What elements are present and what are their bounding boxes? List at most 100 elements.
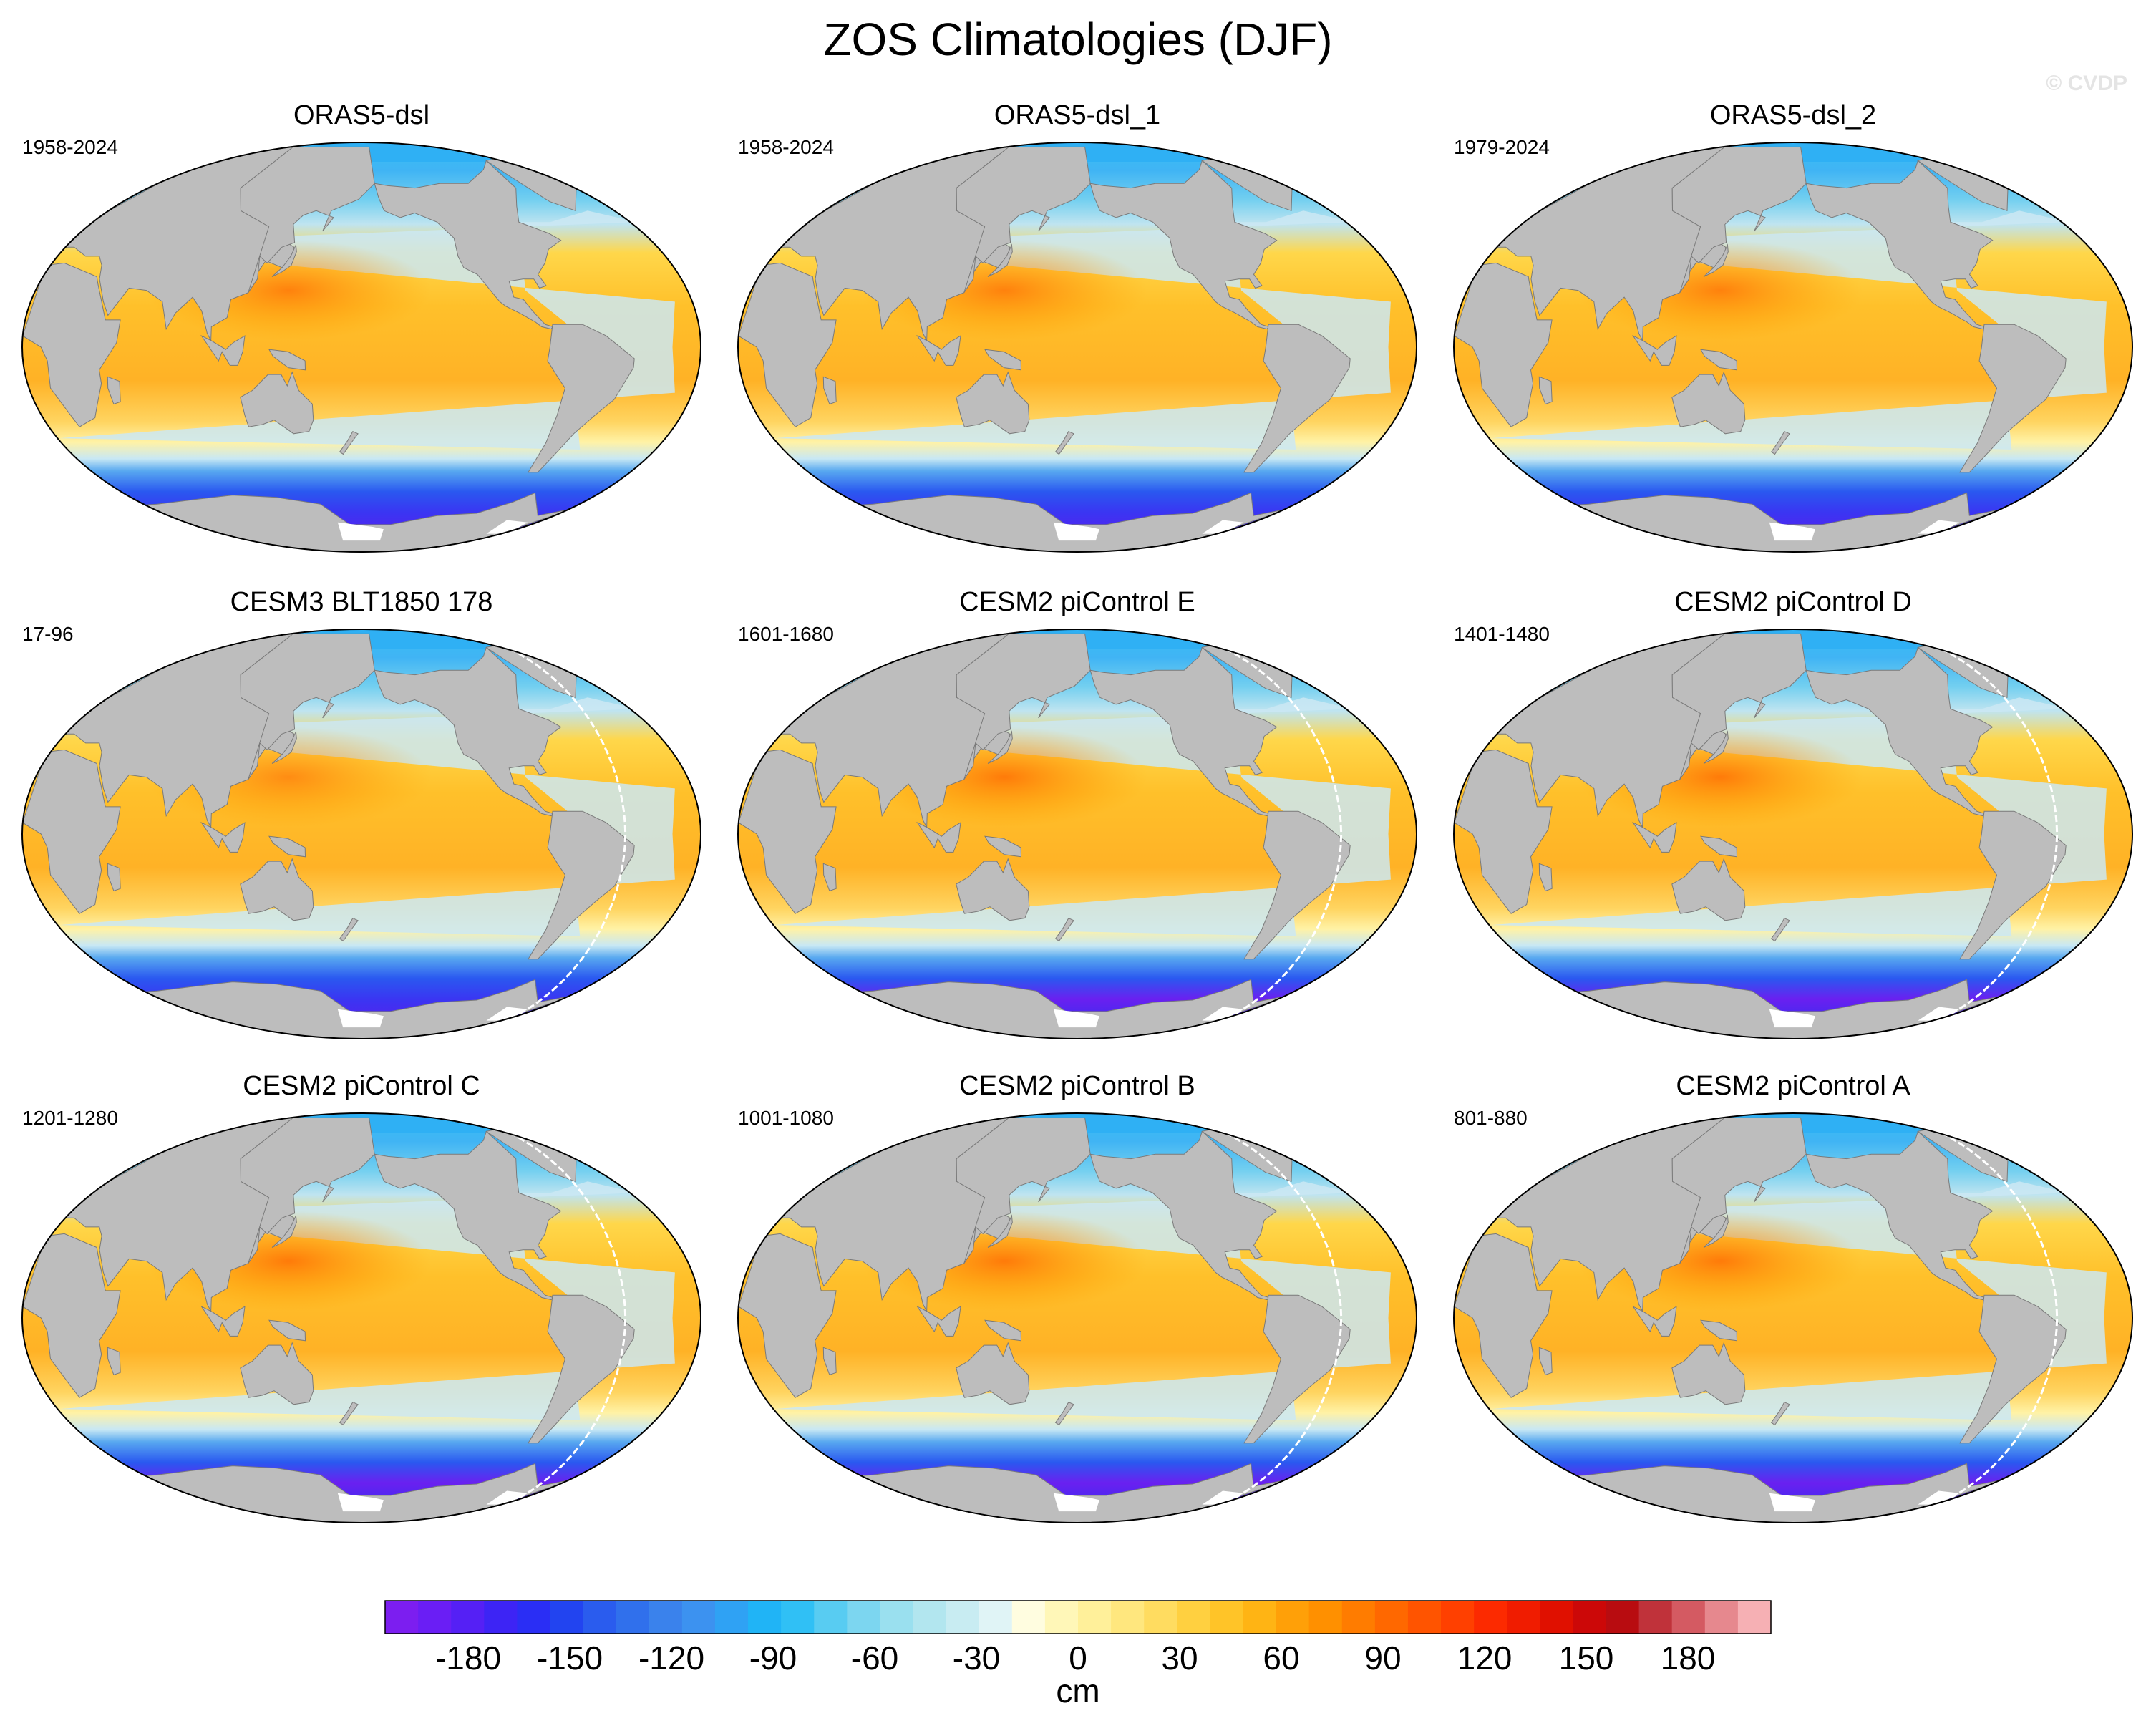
landmass (1703, 1214, 1729, 1248)
panel-year-range: 1201-1280 (22, 1107, 118, 1129)
landmass (1805, 1130, 1994, 1301)
landmass (1770, 1401, 1790, 1426)
panel-year-range: 1001-1080 (738, 1107, 834, 1129)
colorbar-swatch (1704, 1601, 1739, 1634)
colorbar: -180 -150 -120 -90 -60 -30 0 30 60 90 120 150 180 cm (384, 1600, 1772, 1710)
colorbar-tick-label: 90 (1364, 1639, 1401, 1677)
landmass (1454, 1233, 1553, 1398)
colorbar-tick-label: 0 (1069, 1639, 1087, 1677)
colorbar-swatch (714, 1601, 749, 1634)
map-border (1453, 629, 2133, 1039)
colorbar-tick-label: 120 (1457, 1639, 1512, 1677)
map-border (1453, 142, 2133, 553)
landmass (1671, 371, 1746, 435)
landmass (1671, 146, 1807, 293)
map-panel: CESM2 piControl E 1601-1680 (727, 587, 1428, 1045)
map-panel: CESM2 piControl D 1401-1480 (1442, 587, 2144, 1045)
colorbar-swatch (1276, 1601, 1310, 1634)
landmass (1054, 917, 1074, 942)
panel-year-range: 1401-1480 (1454, 623, 1550, 645)
landmass (271, 1214, 297, 1248)
colorbar-swatch (418, 1601, 452, 1634)
landmass (822, 376, 837, 405)
colorbar-swatch (946, 1601, 980, 1634)
landmass (1700, 835, 1738, 858)
colorbar-swatch (1308, 1601, 1343, 1634)
landmass (1805, 646, 1994, 817)
colorbar-swatch (517, 1601, 551, 1634)
colorbar-tick-label: -60 (851, 1639, 898, 1677)
ice-shelf (486, 1490, 528, 1505)
landmass (107, 376, 121, 405)
panel-title: ORAS5-dsl (293, 100, 430, 130)
landmass (1243, 1294, 1351, 1444)
landmass (200, 1305, 246, 1337)
map-panel: ORAS5-dsl 1958-2024 (11, 100, 712, 558)
landmass (984, 1319, 1022, 1342)
panel-title: CESM3 BLT1850 178 (230, 587, 493, 617)
landmass (339, 430, 359, 455)
landmass (200, 821, 246, 853)
landmass (916, 821, 961, 853)
landmass (1805, 160, 1994, 330)
cvdp-watermark: © CVDP (2046, 72, 2127, 95)
colorbar-swatch (550, 1601, 584, 1634)
colorbar-swatch (583, 1601, 617, 1634)
figure-title: ZOS Climatologies (DJF) (823, 14, 1333, 65)
panel-title: CESM2 piControl C (243, 1071, 480, 1101)
landmass (738, 1233, 837, 1398)
ice-shelf (1918, 1490, 1960, 1505)
colorbar-tick-label: -120 (638, 1639, 704, 1677)
landmass (916, 334, 961, 366)
colorbar-swatch (385, 1601, 419, 1634)
colorbar-tick-label: -150 (537, 1639, 603, 1677)
ice-shelf (1769, 1493, 1815, 1512)
ice-shelf (486, 1007, 528, 1021)
zos-map (21, 629, 701, 1039)
landmass (984, 349, 1022, 371)
landmass (1703, 730, 1729, 764)
colorbar-swatch (1374, 1601, 1409, 1634)
landmass (987, 730, 1013, 764)
colorbar-tick-label: 180 (1661, 1639, 1716, 1677)
landmass (268, 1319, 306, 1342)
landmass (956, 1117, 1091, 1264)
landmass (1770, 917, 1790, 942)
ice-shelf (1202, 1007, 1244, 1021)
colorbar-swatch (814, 1601, 848, 1634)
landmass (916, 1305, 961, 1337)
colorbar-tick-label: -180 (435, 1639, 501, 1677)
colorbar-swatch (1606, 1601, 1640, 1634)
zos-map (1453, 629, 2133, 1039)
landmass (22, 749, 121, 914)
panel-year-range: 1958-2024 (738, 136, 834, 158)
colorbar-swatch (1243, 1601, 1277, 1634)
panel-title: ORAS5-dsl_2 (1709, 100, 1877, 130)
colorbar-swatch (1078, 1601, 1112, 1634)
colorbar-swatch (1210, 1601, 1244, 1634)
colorbar-swatch (616, 1601, 650, 1634)
map-border (737, 142, 1417, 553)
colorbar-swatch (1507, 1601, 1540, 1634)
landmass (1700, 349, 1738, 371)
colorbar-swatch (1044, 1601, 1079, 1634)
map-border (21, 629, 701, 1039)
landmass (1671, 1342, 1746, 1405)
landmass (22, 1233, 121, 1398)
colorbar-swatch (1474, 1601, 1507, 1634)
map-panel: CESM3 BLT1850 178 17-96 (11, 587, 712, 1045)
colorbar-swatch (1341, 1601, 1376, 1634)
landmass (339, 917, 359, 942)
colorbar-swatch (484, 1601, 518, 1634)
landmass (1538, 1347, 1553, 1376)
landmass (1959, 324, 2067, 473)
landmass (528, 1294, 635, 1444)
landmass (822, 863, 837, 892)
colorbar-swatch (1177, 1601, 1210, 1634)
colorbar-swatch (847, 1601, 881, 1634)
colorbar-swatch (1540, 1601, 1574, 1634)
ice-shelf (1918, 1007, 1960, 1021)
landmass (268, 349, 306, 371)
landmass (528, 324, 635, 473)
colorbar-swatch (1111, 1601, 1145, 1634)
